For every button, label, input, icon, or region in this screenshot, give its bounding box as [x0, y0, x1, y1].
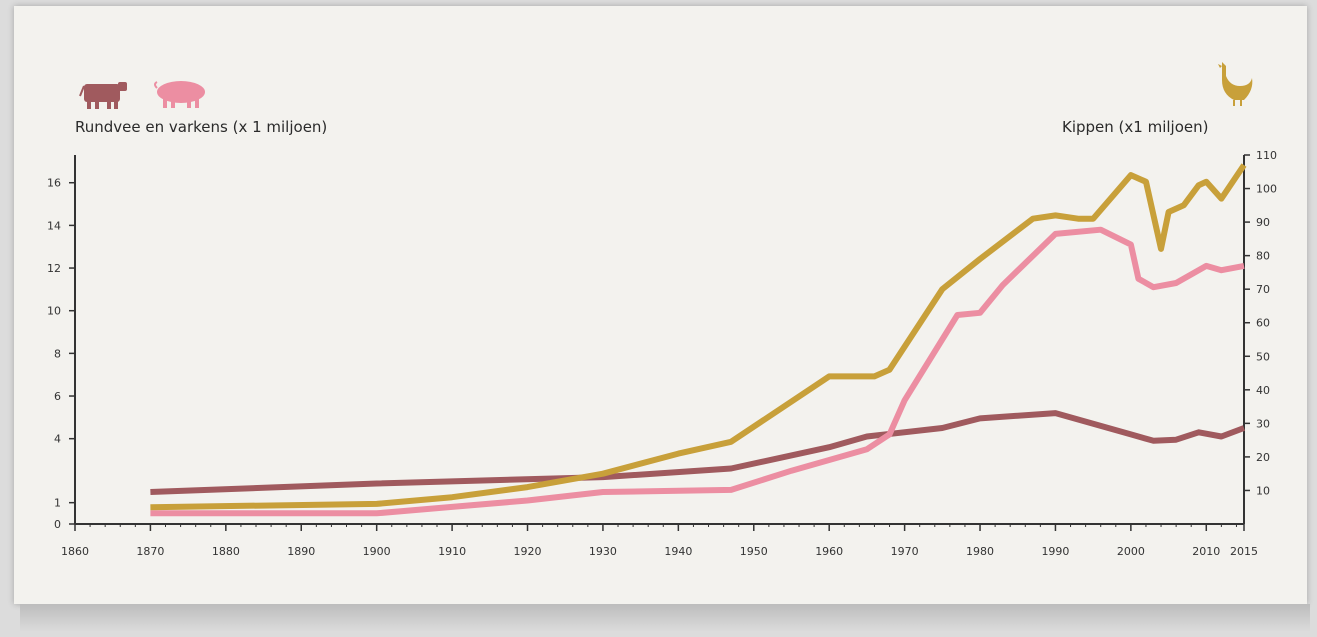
x-tick-label: 1910: [438, 545, 466, 558]
right-tick-label: 80: [1256, 250, 1270, 263]
x-tick-label: 2010: [1192, 545, 1220, 558]
left-tick-label: 16: [47, 177, 61, 190]
x-tick-label: 1900: [363, 545, 391, 558]
x-tick-label: 1960: [815, 545, 843, 558]
x-tick-label: 1860: [61, 545, 89, 558]
right-axis-title: Kippen (x1 miljoen): [1062, 118, 1209, 136]
left-tick-label: 14: [47, 219, 61, 232]
cattle-series-line: [150, 410, 1246, 495]
cow-icon: [79, 82, 127, 109]
left-tick-label: 12: [47, 262, 61, 275]
x-tick-label: 1970: [891, 545, 919, 558]
x-tick-label: 1930: [589, 545, 617, 558]
x-tick-label: 1940: [664, 545, 692, 558]
left-tick-label: 0: [54, 518, 61, 531]
left-tick-label: 8: [54, 347, 61, 360]
x-tick-label: 1880: [212, 545, 240, 558]
right-tick-label: 110: [1256, 149, 1277, 162]
right-tick-label: 70: [1256, 283, 1270, 296]
right-tick-label: 10: [1256, 484, 1270, 497]
chicken-icon: [1218, 62, 1253, 106]
left-tick-label: 6: [54, 390, 61, 403]
pig-icon: [154, 81, 205, 108]
right-tick-label: 100: [1256, 183, 1277, 196]
x-tick-label: 1990: [1041, 545, 1069, 558]
chickens-series-line: [150, 163, 1247, 511]
pigs-series-line: [150, 226, 1245, 517]
x-tick-label: 2015: [1230, 545, 1258, 558]
left-tick-label: 1: [54, 497, 61, 510]
x-tick-label: 1950: [740, 545, 768, 558]
x-tick-label: 2000: [1117, 545, 1145, 558]
page-shadow: [20, 604, 1310, 632]
left-tick-label: 4: [54, 433, 61, 446]
x-tick-label: 1890: [287, 545, 315, 558]
right-tick-label: 30: [1256, 417, 1270, 430]
right-tick-label: 90: [1256, 216, 1270, 229]
right-tick-label: 60: [1256, 317, 1270, 330]
right-tick-label: 20: [1256, 451, 1270, 464]
x-tick-label: 1870: [136, 545, 164, 558]
x-tick-label: 1980: [966, 545, 994, 558]
left-tick-label: 10: [47, 305, 61, 318]
right-tick-label: 40: [1256, 384, 1270, 397]
left-axis-title: Rundvee en varkens (x 1 miljoen): [75, 118, 328, 136]
right-tick-label: 50: [1256, 350, 1270, 363]
x-tick-label: 1920: [514, 545, 542, 558]
